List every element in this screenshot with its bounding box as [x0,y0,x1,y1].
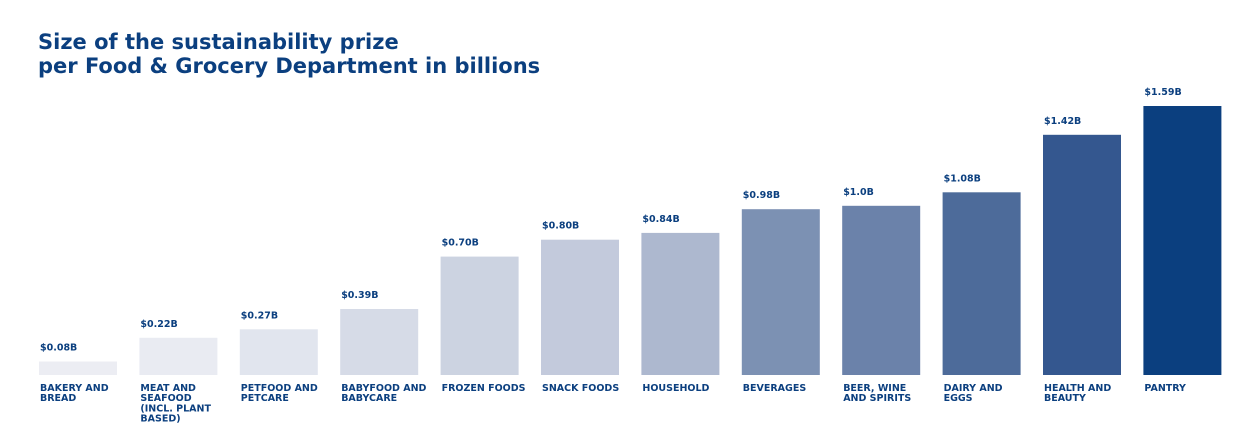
value-label-9: $1.08B [944,173,981,184]
value-label-6: $0.84B [642,214,679,225]
value-label-8: $1.0B [843,187,874,198]
bar-0 [39,361,117,375]
value-label-0: $0.08B [40,343,77,354]
category-label-6: HOUSEHOLD [642,383,709,394]
value-label-4: $0.70B [442,238,479,249]
chart-title-line-1: Size of the sustainability prize [38,30,399,54]
chart-title-line-2: per Food & Grocery Department in billion… [38,54,541,78]
bar-9 [942,192,1021,375]
value-label-11: $1.59B [1144,87,1181,98]
bar-7 [741,209,820,375]
value-label-10: $1.42B [1044,116,1081,127]
value-label-1: $0.22B [140,319,177,330]
category-label-3: BABYFOOD AND BABYCARE [341,383,426,404]
bar-11 [1143,106,1222,375]
bar-8 [842,205,921,375]
category-label-10: HEALTH AND BEAUTY [1044,383,1111,404]
value-label-7: $0.98B [743,190,780,201]
category-label-0: BAKERY AND BREAD [40,383,109,404]
bar-10 [1043,134,1121,375]
chart-title: Size of the sustainability prize per Foo… [38,30,540,78]
category-label-2: PETFOOD AND PETCARE [241,383,318,404]
category-label-5: SNACK FOODS [542,383,619,394]
value-label-2: $0.27B [241,310,278,321]
bar-4 [440,256,519,375]
bar-2 [239,329,318,375]
category-label-1: MEAT AND SEAFOOD (INCL. PLANT BASED) [140,383,211,425]
category-label-8: BEER, WINE AND SPIRITS [843,383,911,404]
category-label-9: DAIRY AND EGGS [944,383,1003,404]
value-label-5: $0.80B [542,221,579,232]
value-label-3: $0.39B [341,290,378,301]
category-label-7: BEVERAGES [743,383,807,394]
bar-6 [641,232,720,375]
category-label-11: PANTRY [1144,383,1186,394]
category-label-4: FROZEN FOODS [442,383,526,394]
bar-5 [541,239,619,375]
bar-3 [340,309,419,375]
bar-1 [139,337,218,375]
